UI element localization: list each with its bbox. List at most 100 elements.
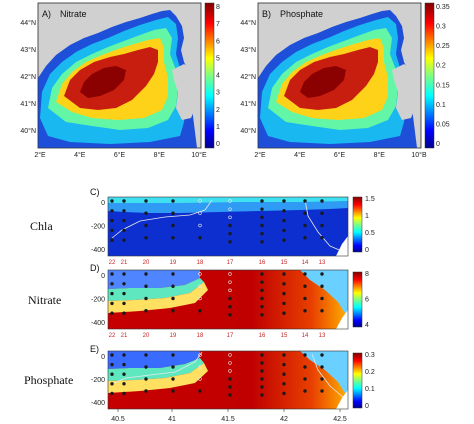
sample-point xyxy=(303,365,307,369)
sample-point xyxy=(228,288,232,293)
colorbar-tick-label: 1 xyxy=(216,124,220,131)
sample-point xyxy=(228,223,232,228)
station-label: 14 xyxy=(302,260,309,266)
sample-point xyxy=(110,353,114,357)
map-letter: A) xyxy=(42,9,51,19)
sample-point xyxy=(260,313,264,317)
sample-point xyxy=(228,240,232,244)
sample-point xyxy=(198,284,202,288)
depth-tick-label: -200 xyxy=(91,224,105,231)
sample-point xyxy=(110,282,114,286)
sample-point xyxy=(282,238,286,242)
sample-point xyxy=(110,311,114,315)
sample-point xyxy=(198,223,202,228)
sample-point xyxy=(260,240,264,244)
sample-point xyxy=(228,361,232,365)
sample-point xyxy=(228,304,232,309)
colorbar xyxy=(204,2,215,149)
sample-point xyxy=(303,272,307,276)
station-label: 19 xyxy=(170,260,177,266)
sample-point xyxy=(171,199,175,203)
sample-point xyxy=(303,389,307,393)
sample-point xyxy=(303,284,307,288)
sample-point xyxy=(198,199,202,203)
sample-point xyxy=(122,391,126,396)
colorbar-tick-label: 0.1 xyxy=(365,386,375,393)
station-label: 16 xyxy=(259,260,266,266)
station-label: 16 xyxy=(259,333,266,339)
lat-tick-label: 41°N xyxy=(20,100,36,108)
sample-point xyxy=(228,215,232,220)
sample-point xyxy=(320,309,324,313)
sample-point xyxy=(320,284,324,288)
section-letter: D) xyxy=(90,263,100,273)
sample-point xyxy=(198,272,202,276)
sample-point xyxy=(122,353,126,357)
depth-tick-label: -400 xyxy=(91,320,105,327)
sample-point xyxy=(260,304,264,309)
lon-tick-label: 8°E xyxy=(374,151,386,159)
sample-point xyxy=(320,353,324,357)
sample-point xyxy=(282,218,286,223)
station-label: 18 xyxy=(197,260,204,266)
colorbar-tick-label: 1 xyxy=(365,213,369,220)
colorbar-tick-label: 0.2 xyxy=(365,369,375,376)
colorbar-tick-label: 5 xyxy=(216,55,220,62)
sample-point xyxy=(198,211,202,215)
sample-point xyxy=(122,209,126,213)
lat-tick-label: 44°N xyxy=(20,19,36,27)
section-name: Nitrate xyxy=(28,293,61,307)
surface-depleted-layer xyxy=(108,351,200,369)
sample-point xyxy=(198,236,202,240)
sardinia-land xyxy=(172,64,199,120)
sample-point xyxy=(198,365,202,369)
sample-point xyxy=(122,218,126,223)
sample-point xyxy=(171,284,175,288)
lon-tick-label: 4°E xyxy=(74,151,86,159)
colorbar-tick-label: 0.15 xyxy=(436,82,450,89)
lat-tick-label: 43°N xyxy=(240,46,256,54)
sample-point xyxy=(320,272,324,276)
x-tick-label: 41.5 xyxy=(221,416,235,423)
sample-point xyxy=(110,382,114,386)
sample-point xyxy=(110,238,114,242)
colorbar xyxy=(352,352,363,409)
station-label: 13 xyxy=(319,260,326,266)
colorbar-tick-label: 1.5 xyxy=(365,196,375,203)
x-tick-label: 40.5 xyxy=(111,416,125,423)
colorbar-tick-label: 6 xyxy=(216,38,220,45)
sample-point xyxy=(282,372,286,376)
sample-point xyxy=(282,209,286,213)
sample-point xyxy=(228,369,232,373)
sample-point xyxy=(122,199,126,203)
map-title: Nitrate xyxy=(60,9,87,19)
x-tick-label: 42 xyxy=(280,416,288,423)
lon-tick-label: 4°E xyxy=(294,151,306,159)
sample-point xyxy=(320,365,324,369)
sample-point xyxy=(171,365,175,369)
colorbar-tick-label: 6 xyxy=(365,297,369,304)
sample-point xyxy=(282,353,286,357)
lat-tick-label: 44°N xyxy=(240,19,256,27)
sample-point xyxy=(110,228,114,233)
convection-core-deep xyxy=(80,66,126,98)
sample-point xyxy=(110,209,114,213)
lat-tick-label: 40°N xyxy=(20,127,36,135)
station-label: 22 xyxy=(109,260,116,266)
sample-point xyxy=(303,223,307,228)
station-label: 17 xyxy=(227,333,234,339)
sample-point xyxy=(144,272,148,276)
sample-point xyxy=(282,228,286,233)
lon-tick-label: 2°E xyxy=(254,151,266,159)
colorbar-tick-label: 8 xyxy=(365,271,369,278)
station-label: 20 xyxy=(143,260,150,266)
station-label: 18 xyxy=(197,333,204,339)
sample-point xyxy=(303,211,307,215)
seabed xyxy=(336,310,348,329)
sample-point xyxy=(260,393,264,397)
sample-point xyxy=(198,377,202,381)
station-label: 20 xyxy=(143,333,150,339)
sample-point xyxy=(228,313,232,317)
sample-point xyxy=(144,353,148,357)
